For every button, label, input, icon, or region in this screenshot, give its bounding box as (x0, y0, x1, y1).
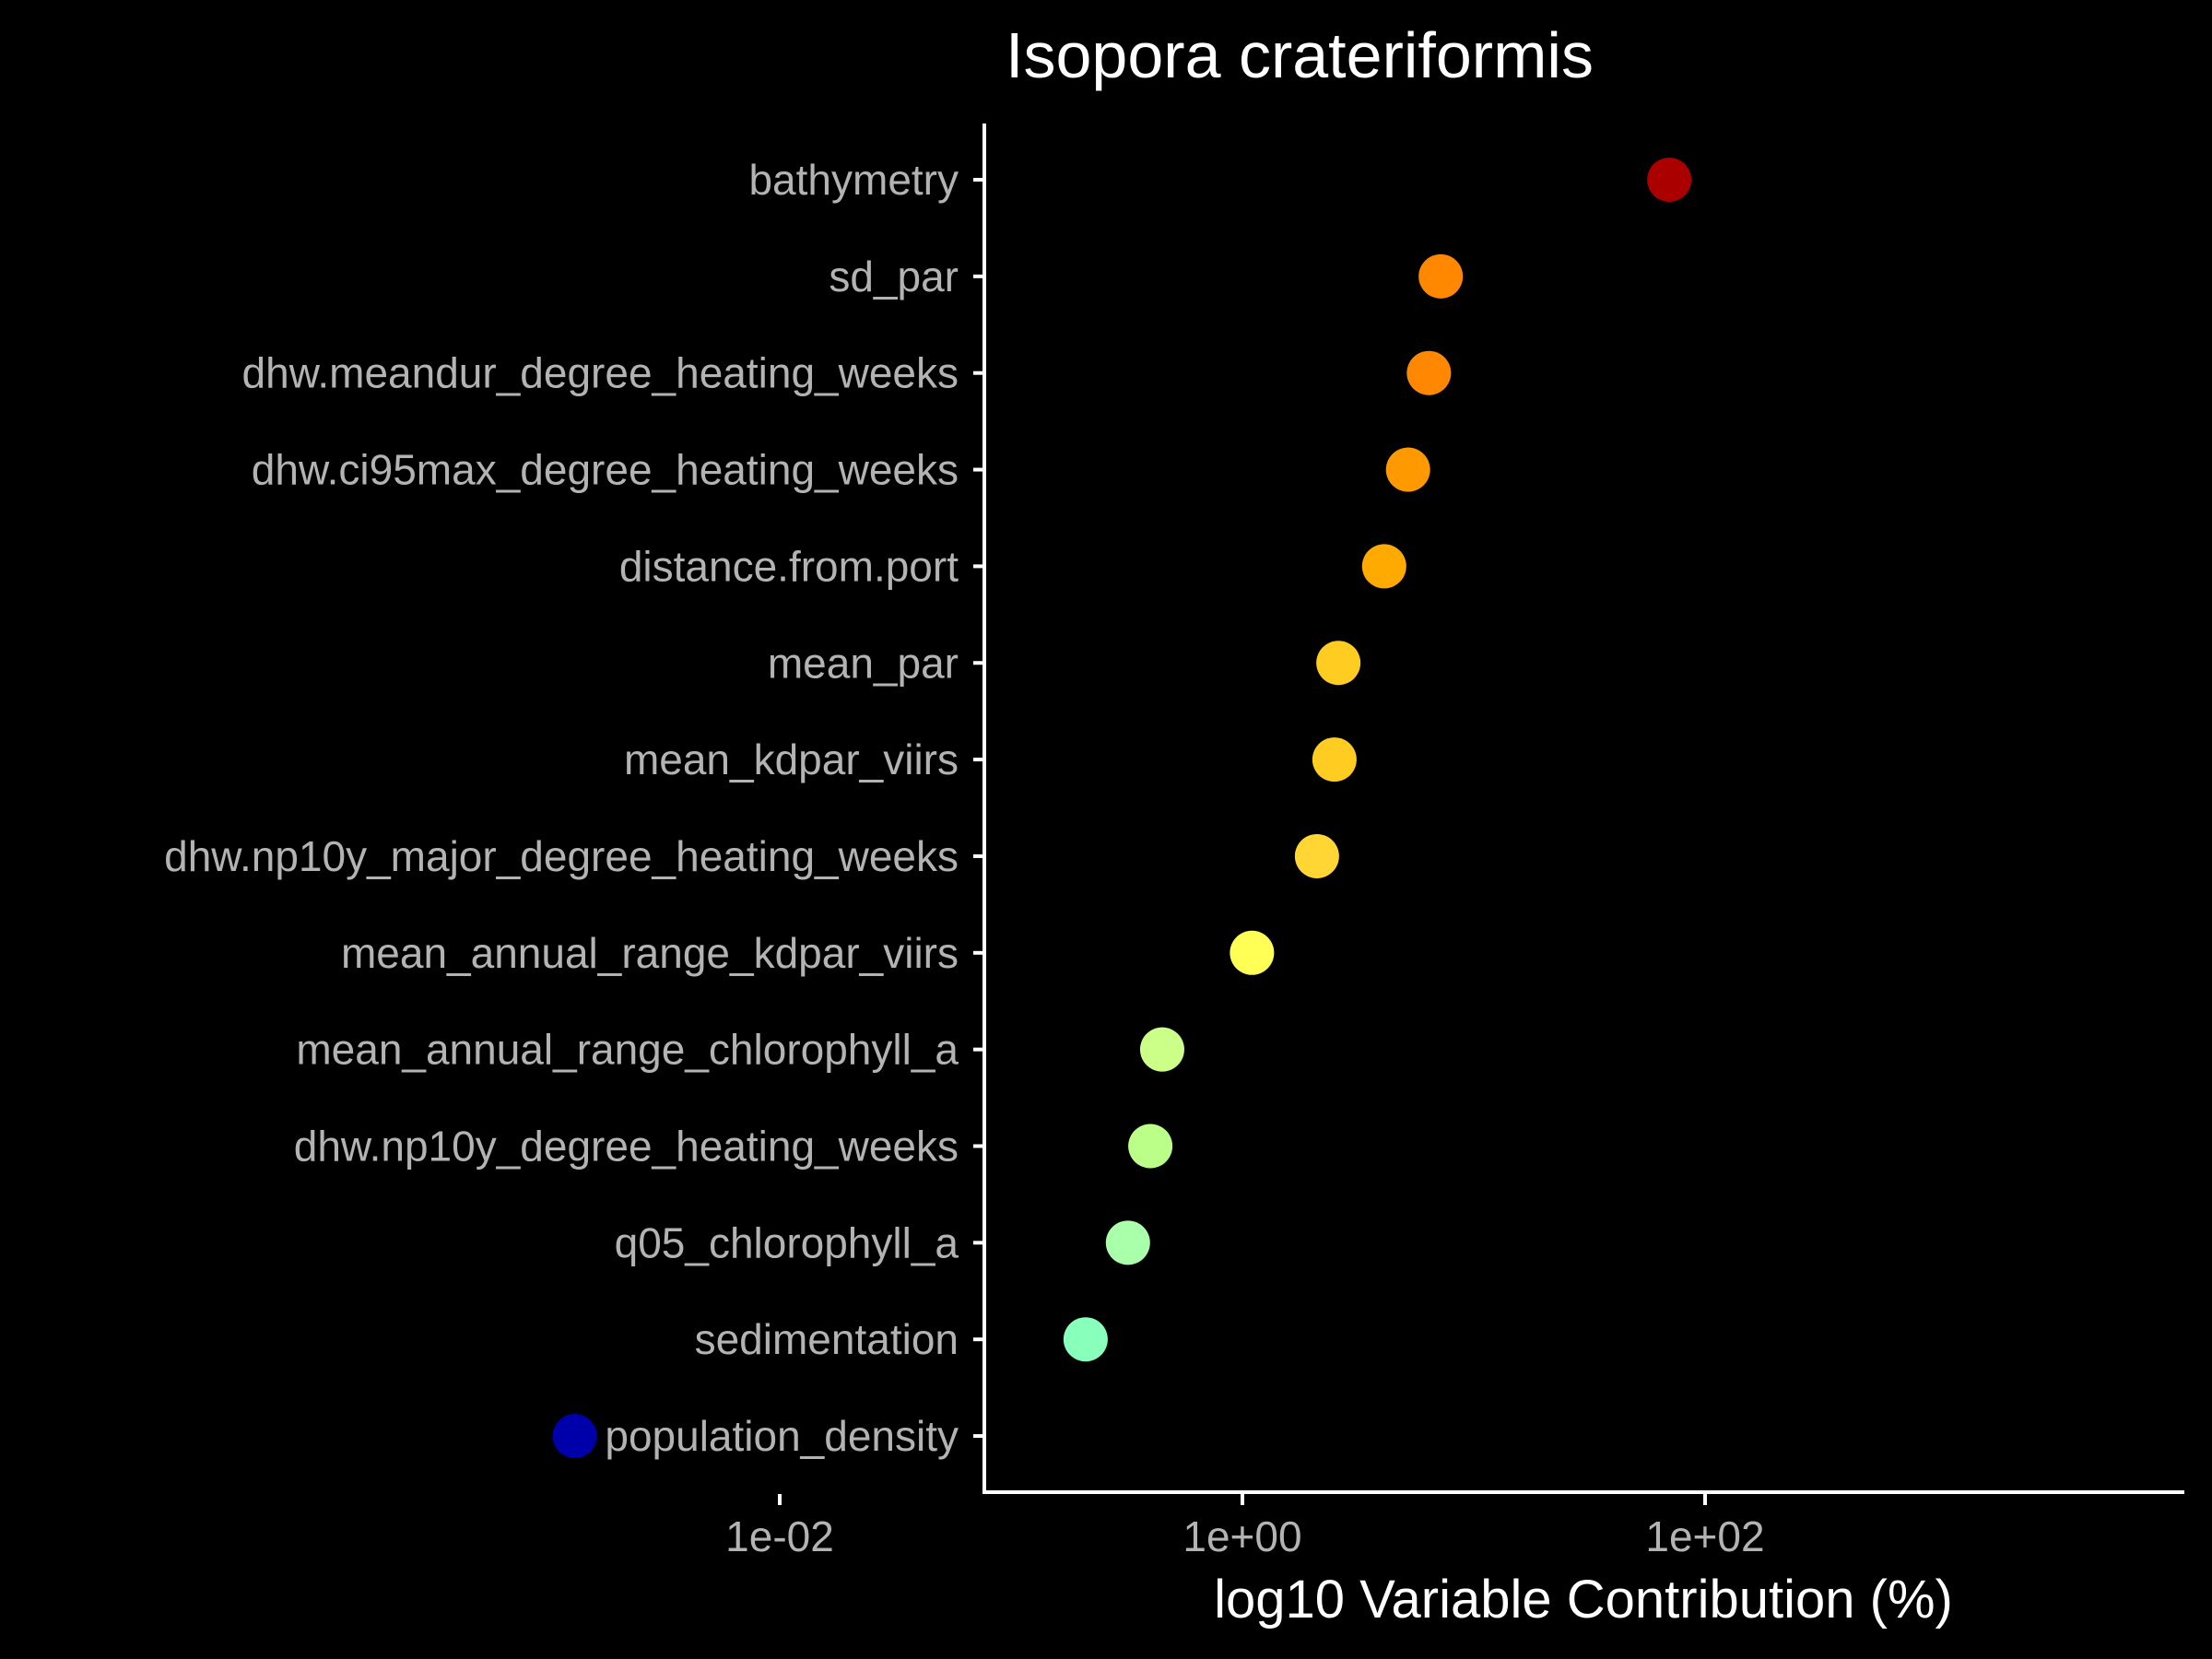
y-tick-label: mean_annual_range_kdpar_viirs (341, 929, 959, 977)
data-point (1418, 253, 1464, 299)
data-point (1139, 1027, 1184, 1072)
data-point (552, 1414, 597, 1459)
data-point (1647, 158, 1692, 202)
y-tick-label: sd_par (829, 253, 959, 300)
data-points (552, 158, 1692, 1459)
data-point (1105, 1220, 1150, 1265)
y-tick-label: mean_kdpar_viirs (624, 735, 959, 783)
x-tick-label: 1e-02 (725, 1512, 834, 1560)
y-tick-label: dhw.meandur_degree_heating_weeks (242, 349, 959, 397)
data-point (1230, 930, 1275, 975)
y-tick-label: q05_chlorophyll_a (615, 1218, 959, 1266)
y-tick-label: sedimentation (695, 1315, 959, 1363)
data-point (1063, 1317, 1108, 1362)
x-axis-title: log10 Variable Contribution (%) (1214, 1570, 1953, 1630)
data-point (1128, 1124, 1173, 1169)
y-axis-labels: bathymetry sd_par dhw.meandur_degree_heati… (164, 156, 959, 1460)
data-point (1316, 641, 1361, 686)
y-tick-label: bathymetry (748, 156, 959, 204)
y-tick-label: mean_par (768, 639, 959, 687)
data-point (1294, 833, 1339, 878)
y-tick-label: mean_annual_range_chlorophyll_a (296, 1026, 959, 1074)
chart-title: Isopora crateriformis (1006, 19, 1594, 91)
data-point (1312, 737, 1357, 782)
y-tick-label: dhw.ci95max_degree_heating_weeks (252, 446, 959, 494)
data-point (1361, 544, 1406, 589)
x-tick-label: 1e+02 (1645, 1512, 1764, 1560)
x-tick-label: 1e+00 (1182, 1512, 1301, 1560)
data-point (1406, 350, 1452, 395)
y-tick-label: dhw.np10y_degree_heating_weeks (294, 1123, 959, 1171)
x-axis-ticks: 1e-02 1e+00 1e+02 (725, 1494, 1765, 1560)
y-tick-label: distance.from.port (619, 542, 959, 590)
data-point (1385, 447, 1430, 492)
y-tick-label: population_density (605, 1412, 959, 1460)
y-tick-label: dhw.np10y_major_degree_heating_weeks (164, 832, 959, 880)
